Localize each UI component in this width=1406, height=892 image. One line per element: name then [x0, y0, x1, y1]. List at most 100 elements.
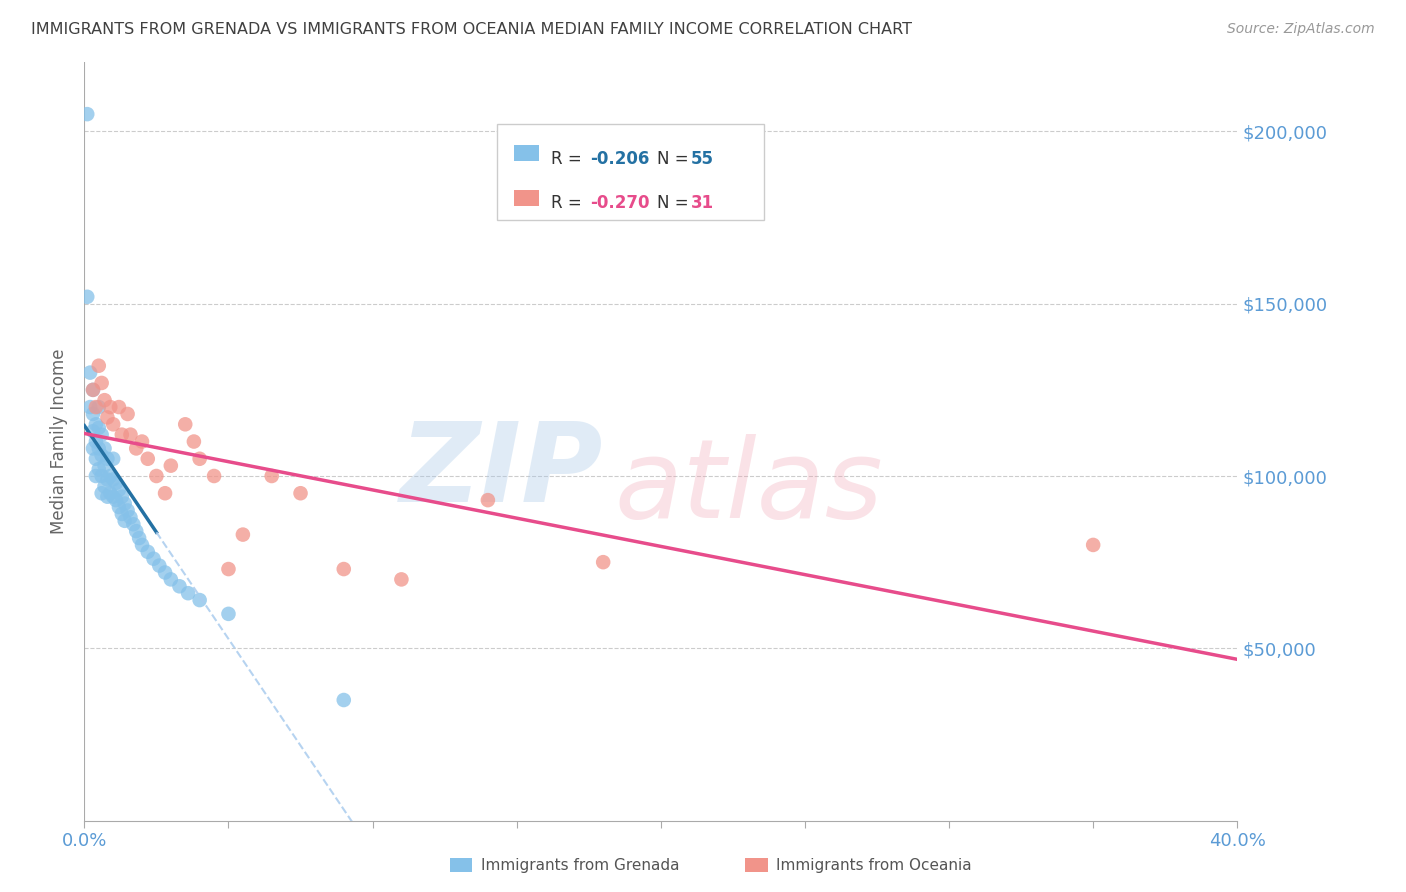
Text: N =: N = [658, 194, 695, 212]
Point [84, 451, 107, 466]
Point [82, 442, 104, 456]
Point [114, 497, 136, 511]
Point [177, 586, 200, 600]
Point [76, 107, 98, 121]
Point [131, 538, 153, 552]
Point [108, 400, 131, 414]
Point [96, 490, 118, 504]
Point [125, 442, 148, 456]
Point [90, 376, 112, 390]
Point [188, 451, 211, 466]
Point [136, 545, 159, 559]
Point [98, 400, 121, 414]
Point [145, 469, 167, 483]
Point [82, 383, 104, 397]
Point [93, 458, 115, 473]
Point [84, 469, 107, 483]
Point [87, 421, 110, 435]
Text: Immigrants from Grenada: Immigrants from Grenada [481, 858, 679, 872]
Point [108, 483, 131, 497]
Point [117, 407, 139, 421]
Point [79, 400, 101, 414]
Point [160, 573, 183, 587]
Point [87, 400, 110, 414]
Point [333, 562, 356, 576]
Point [333, 693, 356, 707]
Point [290, 486, 312, 500]
Text: ZIP: ZIP [399, 418, 603, 525]
Point [93, 442, 115, 456]
Point [592, 555, 614, 569]
Point [103, 473, 124, 487]
Text: R =: R = [551, 194, 586, 212]
Point [1083, 538, 1105, 552]
Point [120, 427, 142, 442]
Point [260, 469, 283, 483]
Point [160, 458, 183, 473]
Text: atlas: atlas [614, 434, 883, 541]
Point [169, 579, 191, 593]
Point [82, 424, 104, 438]
Y-axis label: Median Family Income: Median Family Income [51, 349, 69, 534]
Point [120, 510, 142, 524]
Text: Source: ZipAtlas.com: Source: ZipAtlas.com [1227, 22, 1375, 37]
Point [153, 566, 176, 580]
Point [114, 514, 136, 528]
Point [131, 434, 153, 449]
Point [218, 562, 240, 576]
Point [153, 486, 176, 500]
Text: N =: N = [658, 150, 695, 169]
Point [183, 434, 205, 449]
Point [111, 507, 134, 521]
Point [98, 486, 121, 500]
Text: Immigrants from Oceania: Immigrants from Oceania [776, 858, 972, 872]
Point [90, 448, 112, 462]
Point [84, 434, 107, 449]
Point [93, 393, 115, 408]
Point [111, 427, 134, 442]
Point [202, 469, 225, 483]
Text: 55: 55 [692, 150, 714, 169]
Point [84, 417, 107, 432]
Point [125, 524, 148, 538]
Point [108, 500, 131, 514]
Text: 31: 31 [692, 194, 714, 212]
Text: -0.206: -0.206 [591, 150, 650, 169]
Point [87, 442, 110, 456]
Point [117, 503, 139, 517]
Point [96, 410, 118, 425]
Point [105, 493, 128, 508]
Point [79, 366, 101, 380]
Point [96, 451, 118, 466]
Point [96, 473, 118, 487]
Point [391, 573, 413, 587]
Point [218, 607, 240, 621]
Point [136, 451, 159, 466]
Text: -0.270: -0.270 [591, 194, 650, 212]
Point [76, 290, 98, 304]
Point [82, 383, 104, 397]
Point [98, 469, 121, 483]
Point [111, 490, 134, 504]
Point [90, 469, 112, 483]
Point [103, 451, 124, 466]
Point [122, 517, 145, 532]
Point [232, 527, 254, 541]
Point [188, 593, 211, 607]
Point [142, 551, 165, 566]
Point [82, 407, 104, 421]
Point [174, 417, 197, 432]
Point [87, 462, 110, 476]
Point [148, 558, 170, 573]
Point [477, 493, 499, 508]
Point [103, 417, 124, 432]
Text: IMMIGRANTS FROM GRENADA VS IMMIGRANTS FROM OCEANIA MEDIAN FAMILY INCOME CORRELAT: IMMIGRANTS FROM GRENADA VS IMMIGRANTS FR… [31, 22, 912, 37]
Text: R =: R = [551, 150, 586, 169]
Point [84, 400, 107, 414]
Point [90, 486, 112, 500]
Point [128, 531, 150, 545]
Point [87, 359, 110, 373]
Point [103, 490, 124, 504]
Point [90, 427, 112, 442]
Point [105, 475, 128, 490]
